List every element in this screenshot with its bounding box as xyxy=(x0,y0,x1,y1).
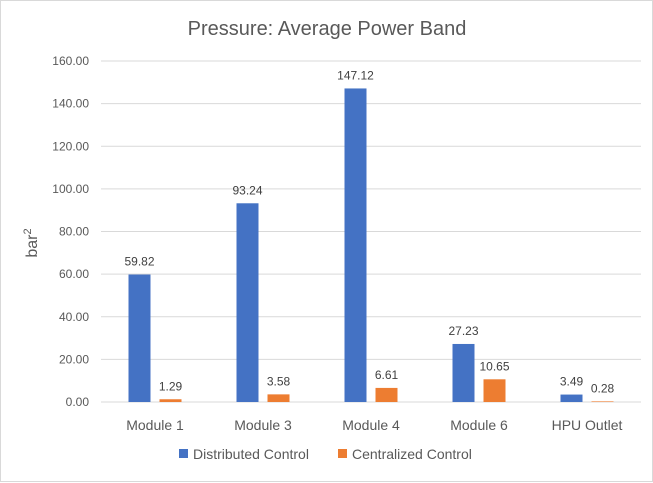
legend-label-distributed-control: Distributed Control xyxy=(193,446,309,462)
bar-distributed-control-module-6 xyxy=(452,343,475,402)
y-tick-label: 140.00 xyxy=(52,97,89,111)
legend-swatch-distributed-control xyxy=(179,449,188,458)
category-label-module-3: Module 3 xyxy=(234,417,292,433)
data-label-centralized-control-module-3: 3.58 xyxy=(267,374,291,388)
y-tick-label: 160.00 xyxy=(52,54,89,68)
chart-title: Pressure: Average Power Band xyxy=(188,18,467,40)
bar-distributed-control-module-3 xyxy=(236,203,259,402)
y-axis-title-base: bar xyxy=(24,234,41,258)
category-label-hpu-outlet: HPU Outlet xyxy=(552,417,623,433)
bar-centralized-control-module-1 xyxy=(159,399,182,402)
data-label-centralized-control-hpu-outlet: 0.28 xyxy=(591,381,615,395)
y-tick-label: 100.00 xyxy=(52,182,89,196)
x-axis-categories: Module 1 Module 3 Module 4 Module 6 HPU Outl… xyxy=(126,417,622,433)
legend: Distributed Control Centralized Control xyxy=(179,446,472,462)
bar-centralized-control-module-6 xyxy=(483,379,506,402)
y-tick-label: 120.00 xyxy=(52,139,89,153)
data-label-centralized-control-module-6: 10.65 xyxy=(479,359,509,373)
y-axis-title-superscript: 2 xyxy=(22,228,34,234)
data-label-centralized-control-module-4: 6.61 xyxy=(375,368,399,382)
bars xyxy=(128,88,614,402)
bar-centralized-control-module-3 xyxy=(267,394,290,402)
data-labels: 59.82 1.29 93.24 3.58 147.12 6.61 27.23 10.65 3.… xyxy=(124,68,614,395)
y-tick-label: 60.00 xyxy=(59,267,89,281)
y-tick-label: 80.00 xyxy=(59,225,89,239)
data-label-distributed-control-module-1: 59.82 xyxy=(124,255,154,269)
bar-centralized-control-hpu-outlet xyxy=(591,401,614,402)
bar-distributed-control-hpu-outlet xyxy=(560,394,583,402)
bar-centralized-control-module-4 xyxy=(375,387,398,402)
data-label-distributed-control-module-3: 93.24 xyxy=(232,183,262,197)
bar-distributed-control-module-4 xyxy=(344,88,367,402)
y-axis-title: bar2 xyxy=(22,228,41,257)
legend-label-centralized-control: Centralized Control xyxy=(352,446,472,462)
data-label-distributed-control-module-4: 147.12 xyxy=(337,68,374,82)
data-label-distributed-control-module-6: 27.23 xyxy=(448,324,478,338)
data-label-centralized-control-module-1: 1.29 xyxy=(159,379,183,393)
bar-distributed-control-module-1 xyxy=(128,274,151,402)
y-tick-label: 0.00 xyxy=(66,395,90,409)
category-label-module-1: Module 1 xyxy=(126,417,184,433)
y-tick-label: 40.00 xyxy=(59,310,89,324)
y-axis-ticks: 0.00 20.00 40.00 60.00 80.00 100.00 120.00 140.… xyxy=(52,54,89,409)
data-label-distributed-control-hpu-outlet: 3.49 xyxy=(560,375,584,389)
legend-swatch-centralized-control xyxy=(338,449,347,458)
gridlines xyxy=(101,60,641,403)
category-label-module-6: Module 6 xyxy=(450,417,508,433)
category-label-module-4: Module 4 xyxy=(342,417,400,433)
y-tick-label: 20.00 xyxy=(59,352,89,366)
